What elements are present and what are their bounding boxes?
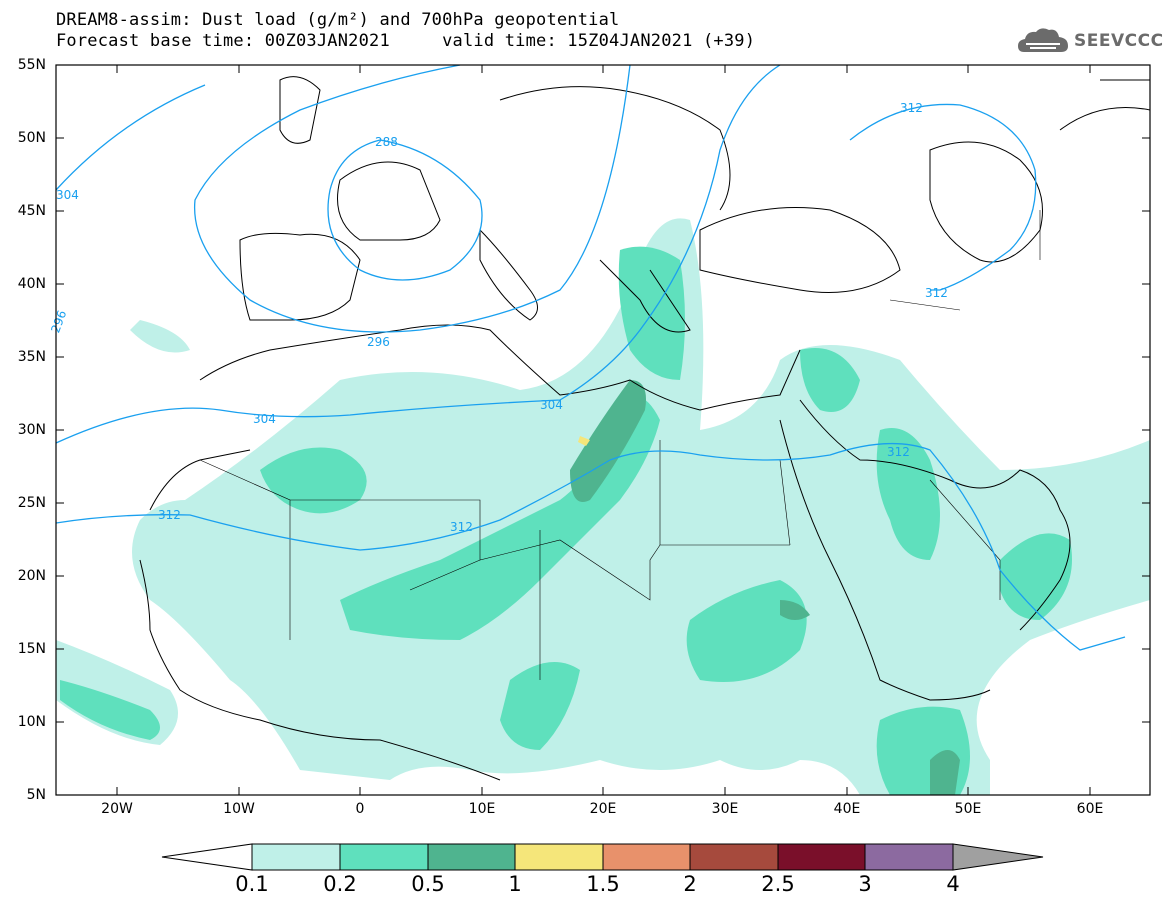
contour-label: 288 [375,135,398,149]
contour-label: 304 [540,398,563,412]
contour-label: 312 [887,445,910,459]
logo-text: SEEVCCC [1074,31,1164,51]
colorbar-cell [689,843,779,871]
lon-label: 10W [223,801,255,817]
map-title-line1: DREAM8-assim: Dust load (g/m²) and 700hP… [56,10,620,30]
lat-label: 50N [17,130,46,146]
coastlines [139,76,1150,781]
contour-labels: 288 296 304 304 312 312 312 312 312 304 … [48,101,948,534]
map-title-line2: Forecast base time: 00Z03JAN2021 valid t… [56,31,756,51]
lon-label: 0 [355,801,365,817]
lat-label: 20N [17,568,46,584]
geopotential-contours [56,65,1126,651]
colorbar-tick: 4 [946,872,960,896]
lon-label: 60E [1076,801,1104,817]
colorbar-cell [251,843,341,871]
contour-label: 312 [900,101,923,115]
lat-label: 45N [17,203,46,219]
lat-label: 40N [17,276,46,292]
lat-label: 10N [17,714,46,730]
contour-label: 312 [925,286,948,300]
axis-ticks [56,64,1150,796]
colorbar-cell [777,843,866,871]
lat-label: 30N [17,422,46,438]
colorbar-tick: 1 [508,872,522,896]
colorbar-cell [602,843,691,871]
contour-label: 312 [450,520,473,534]
lon-label: 50E [954,801,982,817]
colorbar-tick: 2.5 [761,872,795,896]
lon-label: 20W [101,801,133,817]
colorbar-cell [339,843,429,871]
colorbar-tick: 0.5 [411,872,445,896]
colorbar-cell [427,843,516,871]
lon-label: 20E [589,801,617,817]
lat-label: 35N [17,349,46,365]
dust-shading-peak [578,436,590,446]
contour-label: 304 [253,412,276,426]
colorbar-tick: 3 [858,872,872,896]
colorbar-tick: 1.5 [586,872,620,896]
colorbar-cell [161,843,253,871]
colorbar-tick: 0.2 [323,872,357,896]
dust-shading-dark [570,380,960,795]
contour-label: 312 [158,508,181,522]
contour-label: 296 [367,335,390,349]
lon-label: 40E [833,801,861,817]
lon-label: 30E [711,801,739,817]
contour-label: 304 [56,188,79,202]
lon-label: 10E [468,801,496,817]
colorbar-cell [864,843,954,871]
colorbar [161,843,1044,871]
lat-label: 5N [26,787,46,803]
dust-shading-medium [60,246,1072,795]
colorbar-tick: 0.1 [235,872,269,896]
lat-label: 55N [17,57,46,73]
lat-label: 25N [17,495,46,511]
colorbar-cell [514,843,604,871]
colorbar-tick: 2 [683,872,697,896]
lat-label: 15N [17,641,46,657]
cloud-logo-icon [1018,28,1068,52]
country-borders [199,210,1041,680]
colorbar-cell [952,843,1044,871]
